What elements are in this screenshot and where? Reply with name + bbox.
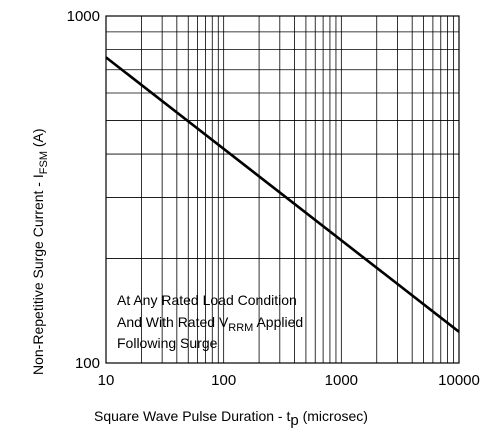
annotation-line-2-prefix: And With Rated V: [117, 314, 229, 330]
y-tick-label: 100: [75, 355, 100, 372]
x-tick-label: 100: [211, 372, 236, 389]
plot-frame: [105, 15, 460, 364]
y-axis-label: Non-Repetitive Surge Current - IFSM (A): [30, 128, 50, 375]
x-tick-label: 10000: [438, 372, 480, 389]
y-axis-label-text: Non-Repetitive Surge Current - I: [30, 174, 46, 375]
grid-lines: [106, 16, 459, 363]
annotation-line-2: And With Rated VRRM Applied: [117, 314, 303, 334]
y-axis-label-sub: FSM: [38, 151, 50, 174]
annotation-line-2-sub: RRM: [228, 322, 253, 334]
annotation-line-2-suffix: Applied: [253, 314, 303, 330]
x-axis-label-suffix: (microsec): [299, 408, 368, 424]
annotation-line-3: Following Surge: [117, 335, 218, 351]
annotation-line-1: At Any Rated Load Condition: [117, 292, 297, 308]
annotation: At Any Rated Load Condition And With Rat…: [117, 292, 303, 351]
x-axis-label-text: Square Wave Pulse Duration - t: [94, 408, 290, 424]
series-line: [105, 56, 460, 333]
x-tick-label: 10: [98, 372, 115, 389]
y-axis-label-suffix: (A): [30, 128, 46, 151]
y-tick-label: 1000: [67, 8, 100, 25]
x-axis-label-sub: p: [290, 412, 298, 429]
x-axis-label: Square Wave Pulse Duration - tp (microse…: [94, 408, 368, 429]
x-tick-label: 1000: [325, 372, 358, 389]
